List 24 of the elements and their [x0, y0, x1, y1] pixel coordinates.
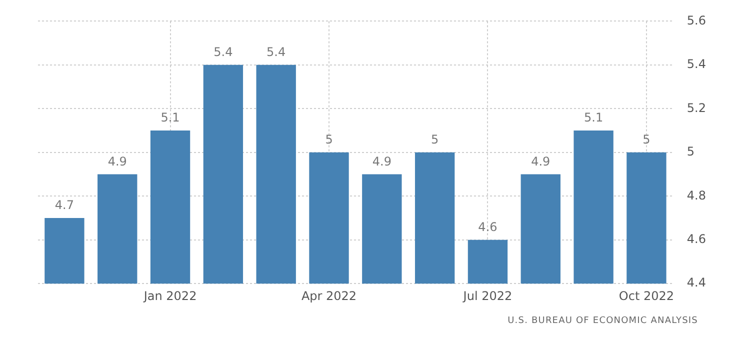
data-label: 5.1 [160, 110, 180, 125]
y-tick-label: 4.8 [686, 188, 706, 202]
data-label: 4.9 [372, 154, 392, 168]
data-label: 5.1 [584, 110, 604, 125]
data-label: 5 [642, 132, 650, 147]
data-label: 4.9 [108, 154, 127, 168]
y-tick-label: 4.4 [686, 276, 706, 290]
data-label: 5 [431, 132, 439, 147]
x-tick-label: Oct 2022 [618, 288, 674, 303]
y-tick-label: 5.6 [686, 13, 706, 28]
x-tick-label: Jan 2022 [142, 288, 197, 303]
y-tick-label: 4.6 [686, 232, 706, 246]
data-label: 5.4 [266, 45, 286, 60]
data-label: 5 [325, 132, 333, 147]
y-tick-label: 5.2 [686, 100, 706, 115]
data-label: 4.9 [531, 154, 550, 168]
data-label: 4.6 [478, 220, 498, 234]
y-tick-label: 5 [686, 144, 695, 159]
data-label: 5.4 [214, 45, 233, 60]
x-tick-label: Apr 2022 [301, 288, 357, 303]
text: U.S. BUREAU OF ECONOMIC ANALYSIS [508, 316, 698, 326]
x-tick-label: Jul 2022 [462, 288, 512, 303]
y-tick-label: 5.4 [686, 57, 706, 72]
data-label: 4.7 [54, 198, 74, 212]
